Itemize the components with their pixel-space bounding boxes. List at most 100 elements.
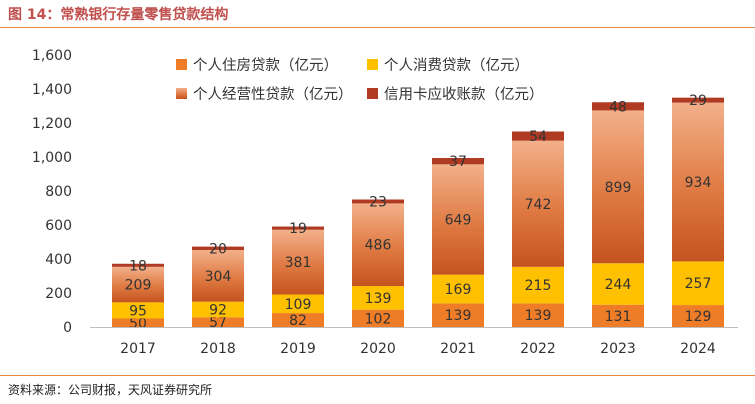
data-label: 23: [369, 194, 387, 210]
bar-segment: [272, 313, 324, 327]
y-tick-label: 1,200: [32, 116, 72, 132]
bar-segment: [192, 317, 244, 327]
data-label: 934: [685, 175, 712, 191]
data-label: 37: [449, 154, 467, 170]
data-label: 169: [445, 282, 472, 298]
x-tick-label: 2022: [520, 341, 556, 357]
data-label: 742: [525, 197, 552, 213]
data-label: 139: [365, 291, 392, 307]
legend-label: 个人经营性贷款（亿元）: [193, 86, 353, 103]
data-label: 486: [365, 238, 392, 254]
data-label: 649: [445, 212, 472, 228]
legend-swatch: [367, 59, 378, 70]
legend-item: 信用卡应收账款（亿元）: [367, 85, 544, 103]
legend: 个人住房贷款（亿元） 个人消费贷款（亿元） 个人经营性贷款（亿元） 信用卡应收账款（亿…: [176, 57, 544, 103]
data-label: 899: [605, 180, 632, 196]
bar-segment: [192, 249, 244, 302]
bottom-divider: [0, 375, 755, 376]
bar-segment: [672, 305, 724, 327]
x-tick-label: 2020: [360, 341, 396, 357]
y-tick-label: 1,000: [32, 150, 72, 166]
bar-stack: 139 169 649 37: [432, 154, 484, 327]
bar-segment: [512, 140, 564, 267]
bar-segment: [592, 110, 644, 264]
top-divider: [0, 27, 755, 28]
bar-segment: [512, 266, 564, 304]
y-tick-label: 800: [45, 184, 72, 200]
bar-segment: [672, 261, 724, 306]
bar-segment: [352, 199, 404, 204]
bar-stack: 131 244 899 48: [592, 99, 644, 327]
data-label: 215: [525, 278, 552, 294]
bar-segment: [352, 203, 404, 287]
bar-segment: [272, 294, 324, 314]
y-tick-label: 0: [63, 320, 72, 336]
legend-label: 个人消费贷款（亿元）: [384, 57, 529, 74]
data-label: 82: [289, 313, 307, 329]
y-tick-label: 400: [45, 252, 72, 268]
bar-segment: [112, 263, 164, 267]
x-tick-label: 2019: [280, 341, 316, 357]
data-label: 244: [605, 277, 632, 293]
legend-item: 个人经营性贷款（亿元）: [176, 86, 353, 103]
bar-segment: [512, 131, 564, 141]
bar-segment: [112, 302, 164, 319]
bar-segment: [192, 301, 244, 318]
legend-item: 个人消费贷款（亿元）: [367, 57, 529, 74]
bar-segment: [672, 102, 724, 262]
bar-segment: [592, 263, 644, 305]
y-tick-label: 200: [45, 286, 72, 302]
y-axis: 0 200 400 600 800 1,000 1,200 1,400 1,600: [32, 48, 72, 336]
data-label: 139: [445, 308, 472, 324]
bar-segment: [352, 286, 404, 310]
bar-segment: [592, 304, 644, 327]
figure-title: 图 14：常熟银行存量零售贷款结构: [8, 7, 229, 23]
data-label: 102: [365, 311, 392, 327]
data-label: 209: [125, 278, 152, 294]
bar-segment: [272, 226, 324, 230]
bar-stack: 102 139 486 23: [352, 194, 404, 327]
bar-segment: [272, 229, 324, 295]
bar-segment: [192, 246, 244, 250]
bar-segment: [672, 97, 724, 103]
source-note: 资料来源：公司财报，天风证券研究所: [8, 383, 213, 397]
data-label: 257: [685, 276, 712, 292]
data-label: 109: [285, 297, 312, 313]
data-label: 304: [205, 269, 232, 285]
data-label: 129: [685, 309, 712, 325]
x-axis: 2017 2018 2019 2020 2021 2022 2023 2024: [120, 341, 716, 357]
data-label: 95: [129, 303, 147, 319]
legend-item: 个人住房贷款（亿元）: [176, 57, 338, 74]
x-tick-label: 2023: [600, 341, 636, 357]
data-label: 19: [289, 221, 307, 237]
bar-stack: 129 257 934 29: [672, 93, 724, 327]
bar-segment: [432, 303, 484, 327]
bar-segment: [592, 102, 644, 111]
data-label: 92: [209, 302, 227, 318]
data-label: 18: [129, 258, 147, 274]
legend-swatch: [176, 59, 187, 70]
x-tick-label: 2018: [200, 341, 236, 357]
bar-segment: [112, 318, 164, 327]
data-label: 139: [525, 308, 552, 324]
x-tick-label: 2017: [120, 341, 156, 357]
data-label: 381: [285, 255, 312, 271]
y-tick-label: 1,600: [32, 48, 72, 64]
bar-segment: [432, 164, 484, 275]
legend-label: 信用卡应收账款（亿元）: [384, 85, 544, 103]
x-tick-label: 2024: [680, 341, 716, 357]
legend-label: 个人住房贷款（亿元）: [193, 57, 338, 74]
bar-segment: [512, 303, 564, 327]
data-label: 48: [609, 99, 627, 115]
y-tick-label: 1,400: [32, 82, 72, 98]
bar-segment: [432, 274, 484, 304]
data-label: 131: [605, 309, 632, 325]
data-label: 20: [209, 241, 227, 257]
bar-segment: [112, 266, 164, 303]
bar-stack: 139 215 742 54: [512, 129, 564, 327]
bar-segment: [352, 309, 404, 327]
